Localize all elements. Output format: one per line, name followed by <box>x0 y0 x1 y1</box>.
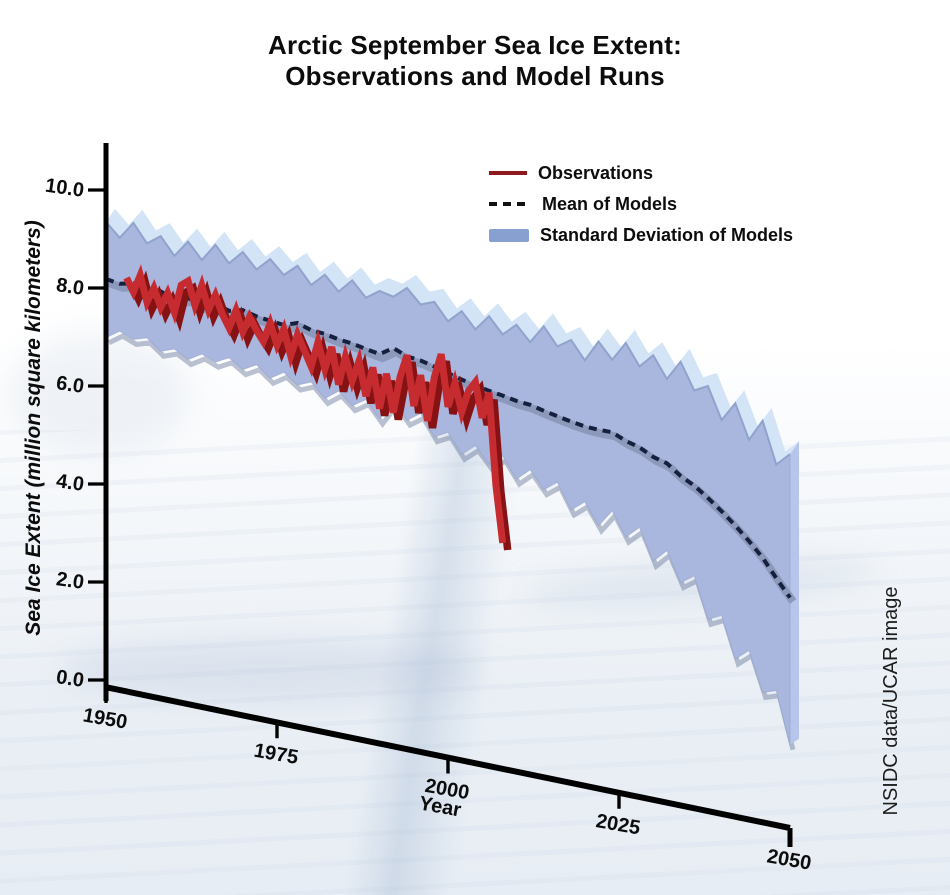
legend-label: Standard Deviation of Models <box>540 224 794 245</box>
chart-title-line1: Arctic September Sea Ice Extent: <box>268 30 682 60</box>
legend-item-standard-deviation: Standard Deviation of Models <box>489 223 793 247</box>
y-axis-title: Sea Ice Extent (million square kilometer… <box>22 220 45 636</box>
y-tick-label: 8.0 <box>55 274 86 300</box>
legend-label: Observations <box>538 162 654 183</box>
y-tick-label: 6.0 <box>55 372 86 398</box>
std-deviation-band-swatch-icon <box>489 228 529 242</box>
legend-item-observations: Observations <box>489 161 793 185</box>
observations-line-swatch-icon <box>489 171 527 175</box>
chart-title-line2: Observations and Model Runs <box>285 61 665 91</box>
legend-label: Mean of Models <box>542 193 678 214</box>
y-tick-label: 4.0 <box>55 470 86 496</box>
chart-title: Arctic September Sea Ice Extent: Observa… <box>0 30 950 92</box>
y-tick-label: 0.0 <box>55 666 86 692</box>
image-credit: NSIDC data/UCAR image <box>880 586 902 816</box>
mean-dashed-line-swatch-icon <box>489 202 531 206</box>
y-tick-label: 10.0 <box>44 175 86 202</box>
legend: Observations Mean of Models Standard Dev… <box>489 161 793 254</box>
y-tick-label: 2.0 <box>55 568 86 594</box>
x-tick-label: 1950 <box>81 704 129 733</box>
x-tick-label: 2050 <box>765 845 813 874</box>
legend-item-mean-of-models: Mean of Models <box>489 192 793 216</box>
x-tick-label: 1975 <box>252 740 300 769</box>
x-tick-label: 2025 <box>594 810 642 839</box>
